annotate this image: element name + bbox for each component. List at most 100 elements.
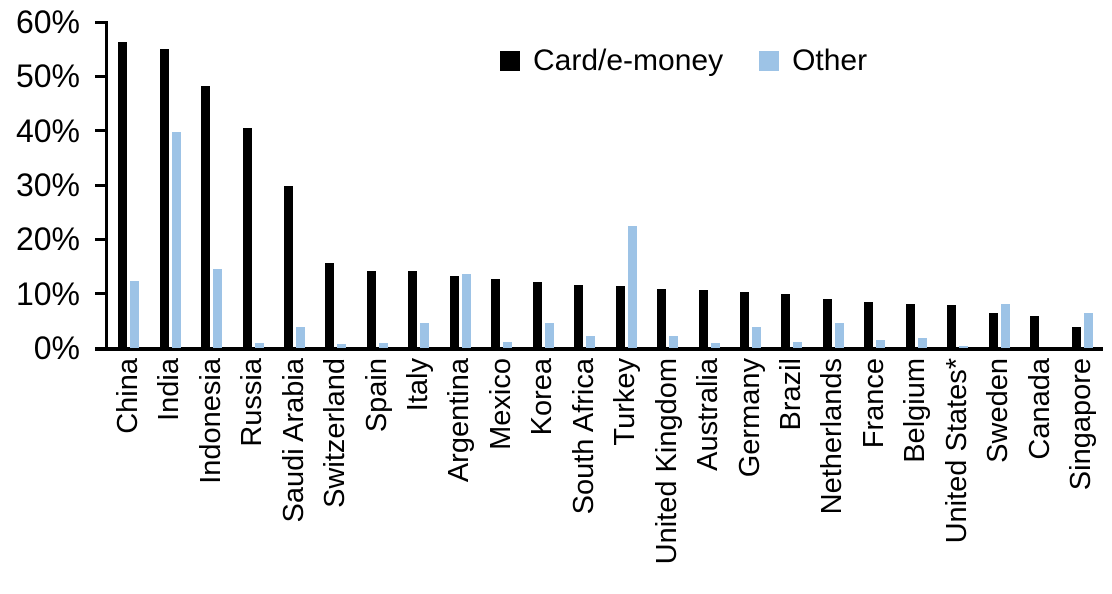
bar-group-korea bbox=[523, 22, 564, 348]
x-axis-label-brazil: Brazil bbox=[775, 358, 808, 431]
x-label-cell-saudi-arabia: Saudi Arabia bbox=[274, 358, 315, 594]
y-axis-label-40: 40% bbox=[15, 112, 80, 149]
bar-card-e-money-switzerland bbox=[325, 263, 335, 348]
y-axis-label-50: 50% bbox=[15, 58, 80, 95]
bar-group-indonesia bbox=[191, 22, 232, 348]
x-axis-label-canada: Canada bbox=[1023, 358, 1056, 460]
bar-card-e-money-india bbox=[159, 49, 169, 348]
x-label-cell-korea: Korea bbox=[523, 358, 564, 594]
bar-group-netherlands bbox=[813, 22, 854, 348]
x-axis-label-belgium: Belgium bbox=[899, 358, 932, 463]
bar-group-italy bbox=[398, 22, 439, 348]
x-label-cell-indonesia: Indonesia bbox=[191, 358, 232, 594]
bar-card-e-money-belgium bbox=[905, 304, 915, 348]
y-tick-10 bbox=[95, 292, 108, 296]
bar-other-france bbox=[876, 340, 886, 348]
bar-other-saudi-arabia bbox=[296, 326, 306, 348]
x-label-cell-belgium: Belgium bbox=[896, 358, 937, 594]
bar-card-e-money-south-africa bbox=[574, 285, 584, 348]
x-label-cell-germany: Germany bbox=[730, 358, 771, 594]
bar-group-sweden bbox=[979, 22, 1020, 348]
legend-swatch-other-icon bbox=[759, 51, 780, 71]
bar-other-australia bbox=[710, 342, 720, 348]
bar-other-indonesia bbox=[213, 268, 223, 348]
x-label-cell-singapore: Singapore bbox=[1061, 358, 1102, 594]
bar-card-e-money-canada bbox=[1030, 315, 1040, 348]
bar-group-belgium bbox=[896, 22, 937, 348]
bar-group-turkey bbox=[605, 22, 646, 348]
bar-group-india bbox=[149, 22, 190, 348]
bar-group-argentina bbox=[440, 22, 481, 348]
bar-card-e-money-france bbox=[864, 301, 874, 348]
y-tick-30 bbox=[95, 183, 108, 187]
bar-group-australia bbox=[688, 22, 729, 348]
bar-group-spain bbox=[357, 22, 398, 348]
y-axis-label-0: 0% bbox=[33, 330, 80, 366]
bar-card-e-money-italy bbox=[408, 271, 418, 348]
bar-card-e-money-turkey bbox=[615, 286, 625, 348]
x-axis-label-indonesia: Indonesia bbox=[194, 358, 227, 484]
x-label-cell-switzerland: Switzerland bbox=[315, 358, 356, 594]
x-label-cell-italy: Italy bbox=[398, 358, 439, 594]
y-axis-line bbox=[105, 22, 108, 348]
bar-other-mexico bbox=[503, 341, 513, 348]
bar-other-russia bbox=[254, 342, 264, 348]
bar-card-e-money-korea bbox=[532, 282, 542, 348]
bar-group-united-states bbox=[937, 22, 978, 348]
bar-card-e-money-indonesia bbox=[201, 85, 211, 348]
x-axis-label-germany: Germany bbox=[733, 358, 766, 478]
bar-group-mexico bbox=[481, 22, 522, 348]
bar-other-italy bbox=[420, 322, 430, 348]
bar-other-brazil bbox=[793, 341, 803, 348]
bar-group-canada bbox=[1020, 22, 1061, 348]
x-label-cell-china: China bbox=[108, 358, 149, 594]
bar-group-united-kingdom bbox=[647, 22, 688, 348]
x-axis-label-saudi-arabia: Saudi Arabia bbox=[277, 358, 310, 523]
x-label-cell-spain: Spain bbox=[357, 358, 398, 594]
legend-label-other: Other bbox=[792, 44, 868, 77]
x-label-cell-brazil: Brazil bbox=[771, 358, 812, 594]
x-label-cell-netherlands: Netherlands bbox=[813, 358, 854, 594]
legend-swatch-card-e-money-icon bbox=[500, 51, 520, 71]
x-label-cell-sweden: Sweden bbox=[979, 358, 1020, 594]
bar-group-singapore bbox=[1061, 22, 1102, 348]
bar-other-united-kingdom bbox=[669, 336, 679, 348]
x-axis-label-netherlands: Netherlands bbox=[816, 358, 849, 515]
x-axis-label-south-africa: South Africa bbox=[567, 358, 600, 515]
bar-other-singapore bbox=[1083, 312, 1093, 348]
y-axis-label-20: 20% bbox=[15, 221, 80, 258]
x-label-cell-france: France bbox=[854, 358, 895, 594]
x-label-cell-mexico: Mexico bbox=[481, 358, 522, 594]
y-axis-label-10: 10% bbox=[15, 275, 80, 312]
bar-other-germany bbox=[752, 326, 762, 348]
bar-card-e-money-saudi-arabia bbox=[284, 185, 294, 348]
legend-item-other: Other bbox=[759, 44, 867, 78]
bar-other-korea bbox=[544, 323, 554, 348]
legend: Card/e-money Other bbox=[500, 44, 867, 78]
bar-group-germany bbox=[730, 22, 771, 348]
bar-other-turkey bbox=[627, 226, 637, 348]
x-label-cell-canada: Canada bbox=[1020, 358, 1061, 594]
x-axis-label-france: France bbox=[857, 358, 890, 449]
bar-card-e-money-united-states bbox=[947, 305, 957, 348]
x-axis-labels: China India Indonesia Russia Saudi Arabia Swi… bbox=[108, 358, 1103, 594]
bar-group-china bbox=[108, 22, 149, 348]
x-label-cell-united-states: United States* bbox=[937, 358, 978, 594]
plot-area bbox=[108, 22, 1103, 348]
y-axis-label-60: 60% bbox=[15, 4, 80, 40]
y-tick-40 bbox=[95, 129, 108, 133]
bar-other-south-africa bbox=[586, 335, 596, 348]
x-label-cell-india: India bbox=[149, 358, 190, 594]
x-axis-label-switzerland: Switzerland bbox=[319, 358, 352, 508]
bar-group-saudi-arabia bbox=[274, 22, 315, 348]
bar-other-switzerland bbox=[337, 343, 347, 348]
x-label-cell-south-africa: South Africa bbox=[564, 358, 605, 594]
y-tick-50 bbox=[95, 74, 108, 78]
bar-card-e-money-brazil bbox=[781, 294, 791, 348]
x-label-cell-argentina: Argentina bbox=[440, 358, 481, 594]
bar-card-e-money-russia bbox=[242, 127, 252, 348]
bar-card-e-money-mexico bbox=[491, 278, 501, 348]
bar-card-e-money-australia bbox=[698, 290, 708, 348]
bar-group-france bbox=[854, 22, 895, 348]
y-tick-60 bbox=[95, 20, 108, 24]
